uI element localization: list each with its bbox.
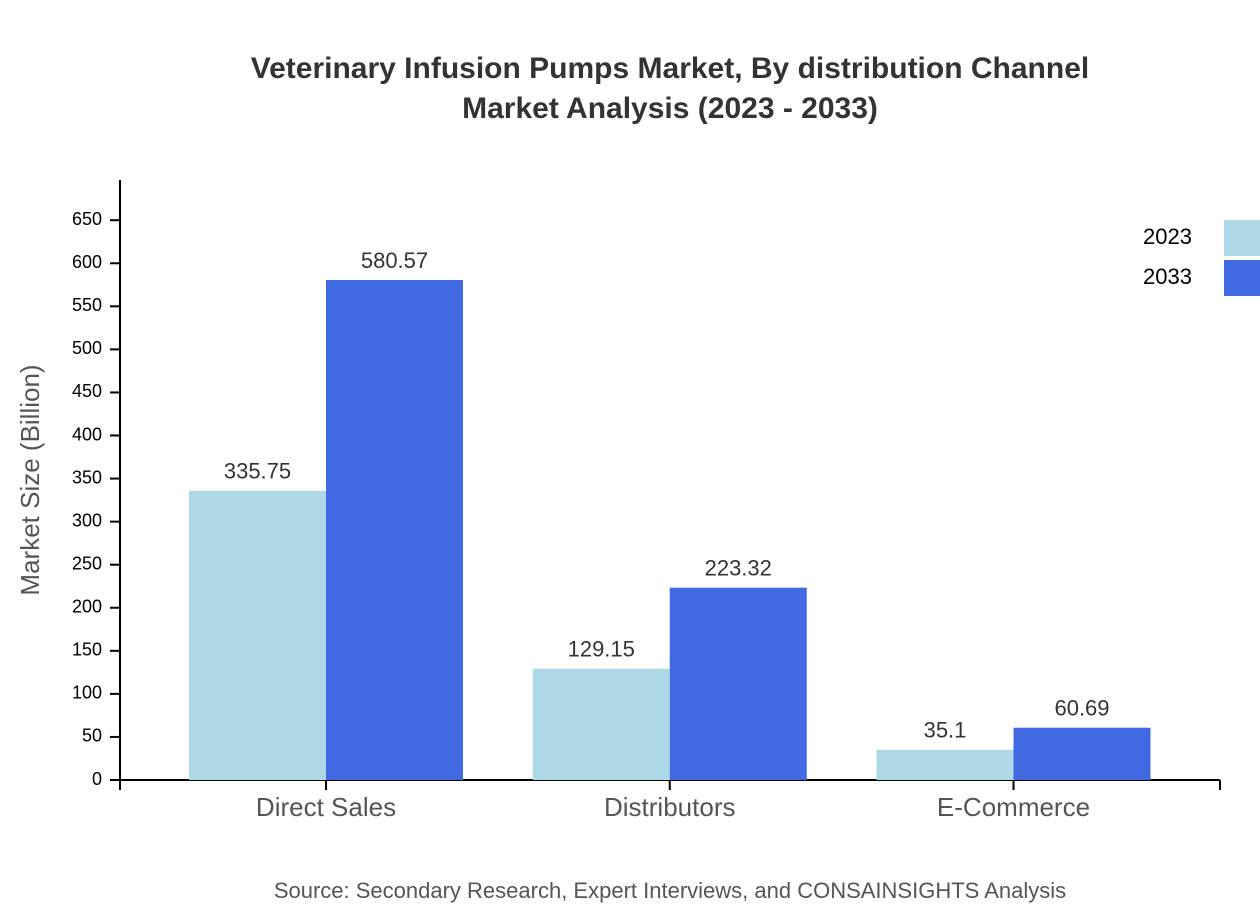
y-axis-label: Market Size (Billion) (15, 364, 45, 595)
y-tick-label: 350 (72, 467, 102, 487)
legend-label: 2033 (1143, 264, 1192, 289)
legend-swatch (1224, 260, 1260, 296)
bar (669, 587, 807, 780)
y-tick-label: 50 (82, 726, 102, 746)
bar (326, 279, 463, 780)
x-tick-label: Direct Sales (256, 792, 396, 822)
bar (1013, 727, 1151, 780)
value-label: 580.57 (361, 248, 428, 273)
value-label: 35.1 (924, 718, 967, 743)
y-tick-label: 650 (72, 209, 102, 229)
y-tick-label: 100 (72, 683, 102, 703)
y-tick-label: 550 (72, 295, 102, 315)
value-label: 335.75 (224, 459, 291, 484)
y-tick-label: 600 (72, 252, 102, 272)
value-label: 129.15 (568, 637, 635, 662)
value-label: 223.32 (705, 555, 772, 580)
x-tick-label: E-Commerce (937, 792, 1090, 822)
x-tick-label: Distributors (604, 792, 735, 822)
bar (876, 749, 1014, 780)
y-tick-label: 400 (72, 424, 102, 444)
y-tick-label: 250 (72, 553, 102, 573)
chart-title: Market Analysis (2023 - 2033) (462, 92, 878, 125)
y-tick-label: 300 (72, 510, 102, 530)
bar (532, 668, 670, 780)
value-label: 60.69 (1054, 696, 1109, 721)
legend-label: 2023 (1143, 224, 1192, 249)
bar (189, 490, 326, 780)
y-tick-label: 0 (92, 769, 102, 789)
y-tick-label: 150 (72, 640, 102, 660)
chart-title: Veterinary Infusion Pumps Market, By dis… (251, 52, 1089, 85)
source-note: Source: Secondary Research, Expert Inter… (274, 878, 1066, 903)
y-tick-label: 450 (72, 381, 102, 401)
y-tick-label: 200 (72, 597, 102, 617)
legend-swatch (1224, 220, 1260, 256)
y-tick-label: 500 (72, 338, 102, 358)
